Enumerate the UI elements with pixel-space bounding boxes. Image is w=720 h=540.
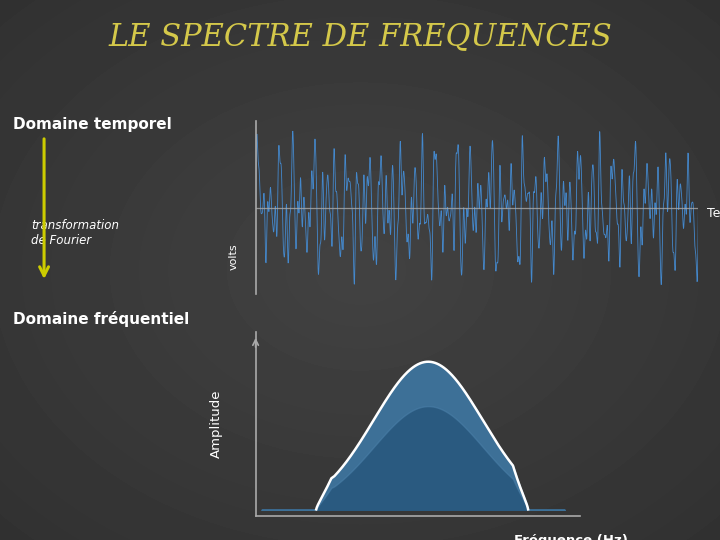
Text: Amplitude: Amplitude bbox=[210, 390, 223, 458]
Text: Temps: Temps bbox=[707, 207, 720, 220]
Text: Fréquence (Hz): Fréquence (Hz) bbox=[514, 534, 628, 540]
Text: volts: volts bbox=[228, 243, 238, 269]
Text: transformation
de Fourier: transformation de Fourier bbox=[31, 219, 119, 247]
Text: LE SPECTRE DE FREQUENCES: LE SPECTRE DE FREQUENCES bbox=[108, 21, 612, 52]
Text: Domaine fréquentiel: Domaine fréquentiel bbox=[13, 310, 189, 327]
Text: Domaine temporel: Domaine temporel bbox=[13, 117, 171, 132]
